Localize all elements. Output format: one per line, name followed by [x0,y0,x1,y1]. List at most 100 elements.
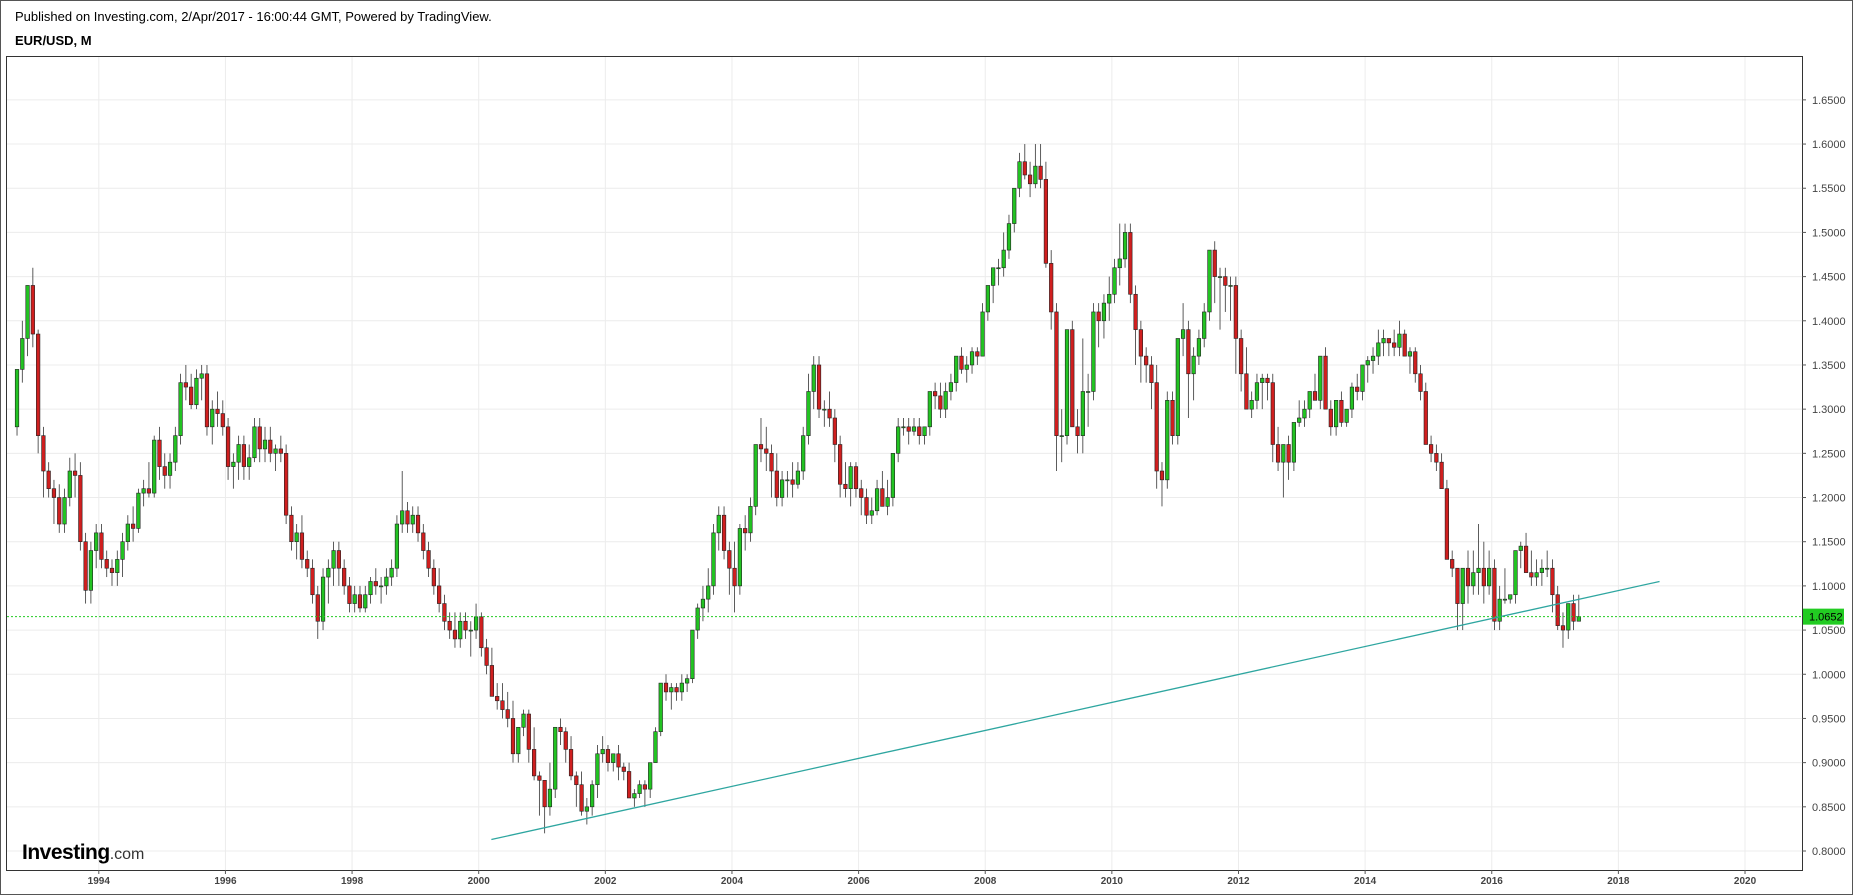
candle-body [268,439,273,454]
candle-body [1212,249,1217,277]
candle-body [616,753,621,768]
candle-body [1455,567,1460,604]
x-tick-label: 2014 [1354,876,1377,887]
candle-body [933,391,938,397]
candle-body [605,749,611,763]
candle-body [46,470,51,489]
trendline[interactable] [491,580,1660,841]
price-axis[interactable]: 1.6500 1.6000 1.5500 1.5000 1.4500 1.4000 1.35… [1802,95,1846,858]
candle-body [1481,567,1486,587]
candle-body [553,726,558,790]
candle-body [653,731,658,763]
candle-body [1033,165,1038,185]
candle-body [1418,373,1423,392]
candle-body [278,448,283,454]
x-tick-label: 1994 [88,876,111,887]
candle-body [1545,567,1550,570]
candle-body [874,488,880,512]
candle-body [985,285,990,313]
candle-body [1523,545,1529,573]
candle-body [706,585,711,600]
candle-body [906,426,911,432]
candle-body [1560,625,1566,631]
candle-body [289,514,294,543]
candle-body [1534,572,1539,578]
candle-body [537,775,542,781]
candle-body [152,439,157,494]
candle-body [231,461,236,467]
candle-body [431,567,436,587]
time-axis[interactable]: 1994 1996 1998 2000 2002 2004 2006 2008 2010 2012… [88,870,1757,887]
candle-body [410,514,415,525]
candle-body [405,510,410,525]
grid [7,57,1802,870]
candle-body [131,523,136,529]
y-tick-label: 1.3000 [1812,404,1846,416]
candle-body [1270,382,1275,445]
candle-body [1487,567,1492,587]
y-tick-label: 1.6000 [1812,139,1846,151]
candle-body [1075,426,1080,436]
candle-body [753,444,758,507]
candle-body [1196,338,1202,357]
candle-body [463,620,468,631]
candle-body [695,607,700,631]
x-tick-label: 1996 [214,876,237,887]
candle-body [1370,355,1376,361]
candle-body [1360,364,1365,392]
candles [14,144,1581,834]
candle-body [1038,165,1043,180]
candle-body [737,528,742,587]
candle-body [558,726,563,733]
candle-body [394,523,400,569]
candle-body [526,713,531,750]
candle-body [1339,400,1344,423]
candle-body [1186,329,1191,375]
y-tick-label: 1.5000 [1812,227,1846,239]
candle-body [421,532,426,551]
candle-body [1244,373,1249,410]
candle-body [816,364,822,410]
candle-body [1365,360,1370,366]
candle-body [838,444,843,485]
candle-body [1175,338,1180,436]
candle-body [896,426,901,454]
candle-body [790,479,795,485]
candle-body [1497,598,1502,622]
candle-body [843,483,848,489]
candle-body [479,616,484,649]
y-tick-label: 1.2000 [1812,493,1846,505]
candle-body [1006,223,1012,251]
candle-body [342,567,347,587]
candle-body [20,338,25,370]
candle-body [57,497,62,525]
y-tick-label: 1.4500 [1812,272,1846,284]
candle-body [225,426,231,467]
candle-body [146,488,152,494]
candle-body [1476,567,1481,573]
candle-body [352,594,357,604]
candle-body [273,448,278,454]
candle-body [822,408,827,411]
candle-body [363,594,368,609]
candle-body [1239,338,1244,375]
candle-body [853,466,859,489]
candle-body [1297,417,1302,423]
y-tick-label: 1.5500 [1812,183,1846,195]
candle-body [811,364,816,392]
candle-body [621,766,626,772]
candle-body [1233,285,1238,339]
candle-body [262,439,268,450]
candle-body [880,488,885,507]
candle-body [532,749,537,777]
x-tick-label: 2012 [1227,876,1250,887]
candle-body [1450,559,1455,569]
candle-body [779,479,785,498]
candle-body [1228,285,1233,287]
candle-body [305,559,310,569]
candle-body [247,457,252,467]
candle-body [468,629,473,632]
candle-body [458,620,463,640]
candle-body [574,775,579,786]
